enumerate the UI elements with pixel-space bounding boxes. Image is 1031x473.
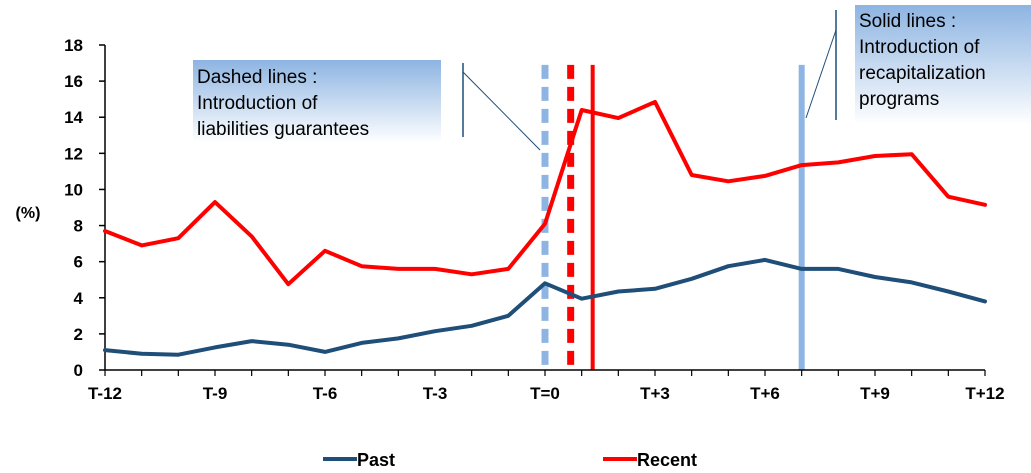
callout-text-solid-line: Introduction of xyxy=(859,37,980,58)
callout-box-dashed xyxy=(193,60,441,143)
x-tick-label: T+3 xyxy=(640,384,670,403)
x-tick-label: T-12 xyxy=(88,384,122,403)
y-tick-label: 2 xyxy=(74,325,83,344)
legend-label-past: Past xyxy=(357,450,395,470)
y-tick-label: 10 xyxy=(64,180,83,199)
callout-text-dashed-line: Introduction of xyxy=(197,93,318,114)
y-tick-label: 6 xyxy=(74,253,83,272)
callout-leader-solid xyxy=(805,29,837,119)
series-line-past xyxy=(103,257,987,357)
legend-label-recent: Recent xyxy=(637,450,697,470)
series-line-recent xyxy=(103,99,987,287)
callout-leader-dashed xyxy=(462,71,541,151)
y-tick-label: 14 xyxy=(64,108,83,127)
x-tick-label: T-9 xyxy=(203,384,228,403)
y-tick-label: 0 xyxy=(74,361,83,380)
y-tick-label: 18 xyxy=(64,36,83,55)
y-tick-label: 12 xyxy=(64,144,83,163)
callout-box-solid xyxy=(855,5,1031,125)
callout-text-dashed-line: Dashed lines : xyxy=(197,67,317,88)
callout-text-solid-line: programs xyxy=(859,89,939,110)
x-tick-label: T-3 xyxy=(423,384,448,403)
x-tick-label: T-6 xyxy=(313,384,338,403)
callout-text-solid-line: recapitalization xyxy=(859,63,986,84)
x-tick-label: T=0 xyxy=(530,384,560,403)
y-tick-label: 4 xyxy=(74,289,84,308)
x-tick-label: T+12 xyxy=(965,384,1004,403)
y-tick-label: 8 xyxy=(74,217,83,236)
x-tick-label: T+9 xyxy=(860,384,890,403)
callout-text-solid-line: Solid lines : xyxy=(859,11,956,32)
x-tick-label: T+6 xyxy=(750,384,780,403)
callout-text-dashed-line: liabilities guarantees xyxy=(197,119,369,140)
y-tick-label: 16 xyxy=(64,72,83,91)
y-axis-title: (%) xyxy=(16,205,41,222)
